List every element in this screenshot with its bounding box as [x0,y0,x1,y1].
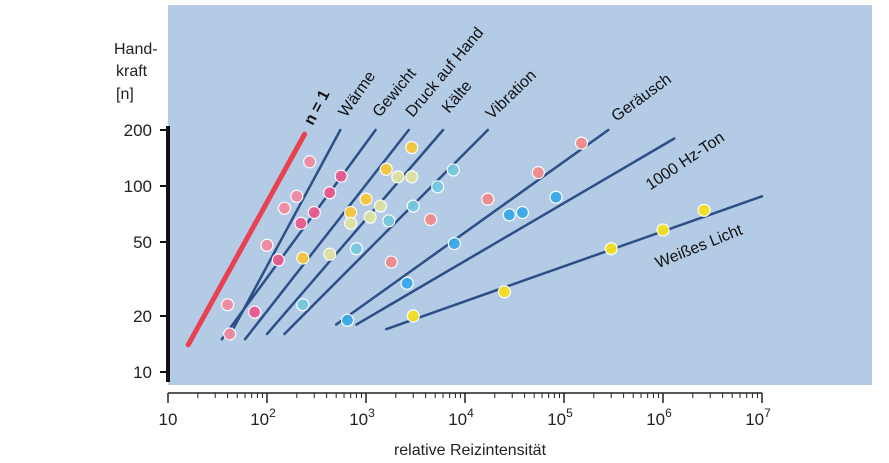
data-point-1000-hz-ton [340,313,355,327]
data-point-weisses-licht [497,285,511,299]
data-point-gewicht [271,253,285,267]
data-point-kaelte [323,247,337,261]
data-point-1000-hz-ton [515,205,529,220]
data-points [221,136,711,341]
data-point-geraeusch [481,192,495,206]
x-tick-label: 106 [646,406,672,429]
data-point-waerme [223,327,237,341]
data-point-waerme [260,238,274,252]
y-axis-title-line-3: [n] [116,86,134,103]
plot-background [168,5,872,385]
data-point-geraeusch [424,212,438,227]
data-point-druck-auf-hand [405,140,419,155]
data-point-waerme [221,298,235,312]
y-axis-title-line-1: Hand- [114,41,158,58]
data-point-weisses-licht [406,309,420,323]
y-tick-label: 20 [133,307,152,326]
data-point-druck-auf-hand [379,162,393,176]
data-point-1000-hz-ton [400,276,414,290]
series-lines [185,128,764,348]
data-point-kaelte [373,199,388,213]
data-point-vibration [349,242,364,256]
data-point-1000-hz-ton [447,237,461,251]
ticks: 10 20 50 100 200 10 102 103 104 105 106 107 [124,121,771,429]
data-point-1000-hz-ton [549,190,563,204]
x-tick-label: 105 [547,406,573,429]
series-line-1000-hz-ton [355,137,676,326]
data-point-druck-auf-hand [296,251,310,265]
data-point-waerme [303,155,317,169]
x-axis-title: relative Reizintensität [394,442,547,459]
data-point-kaelte [363,210,377,224]
data-point-vibration [446,163,460,177]
data-point-kaelte [391,170,405,184]
data-point-vibration [431,180,445,194]
series-line-geraeusch [334,128,610,326]
x-tick-label: 103 [349,406,375,429]
data-point-geraeusch [574,136,589,150]
data-point-waerme [277,201,292,215]
data-point-geraeusch [531,166,545,180]
data-point-kaelte [405,170,419,184]
data-point-kaelte [344,216,358,230]
y-tick-label: 10 [133,363,152,382]
data-point-1000-hz-ton [502,208,516,222]
data-point-druck-auf-hand [359,192,373,206]
reference-line-n-1 [185,131,308,348]
x-tick-label: 107 [745,406,771,429]
y-tick-label: 50 [133,233,152,252]
data-point-vibration [296,298,310,312]
y-tick-label: 100 [124,177,152,196]
series-line-weisses-licht [384,195,764,331]
series-line-gewicht [220,128,377,341]
data-point-waerme [290,189,304,203]
data-point-weisses-licht [656,223,670,237]
series-line-kaelte [265,128,445,336]
x-tick-label: 102 [250,406,276,429]
data-point-gewicht [323,186,337,200]
y-tick-label: 200 [124,121,152,140]
data-point-gewicht [248,305,262,319]
data-point-geraeusch [384,255,398,269]
data-point-weisses-licht [697,203,711,217]
data-point-weisses-licht [604,242,618,256]
data-point-gewicht [334,169,348,183]
data-point-vibration [406,199,420,213]
data-point-gewicht [294,216,308,230]
x-tick-label: 104 [448,406,474,429]
x-tick-label: 10 [159,410,178,429]
y-axis-title-line-2: kraft [116,63,148,80]
data-point-gewicht [307,205,321,220]
data-point-vibration [382,214,396,228]
